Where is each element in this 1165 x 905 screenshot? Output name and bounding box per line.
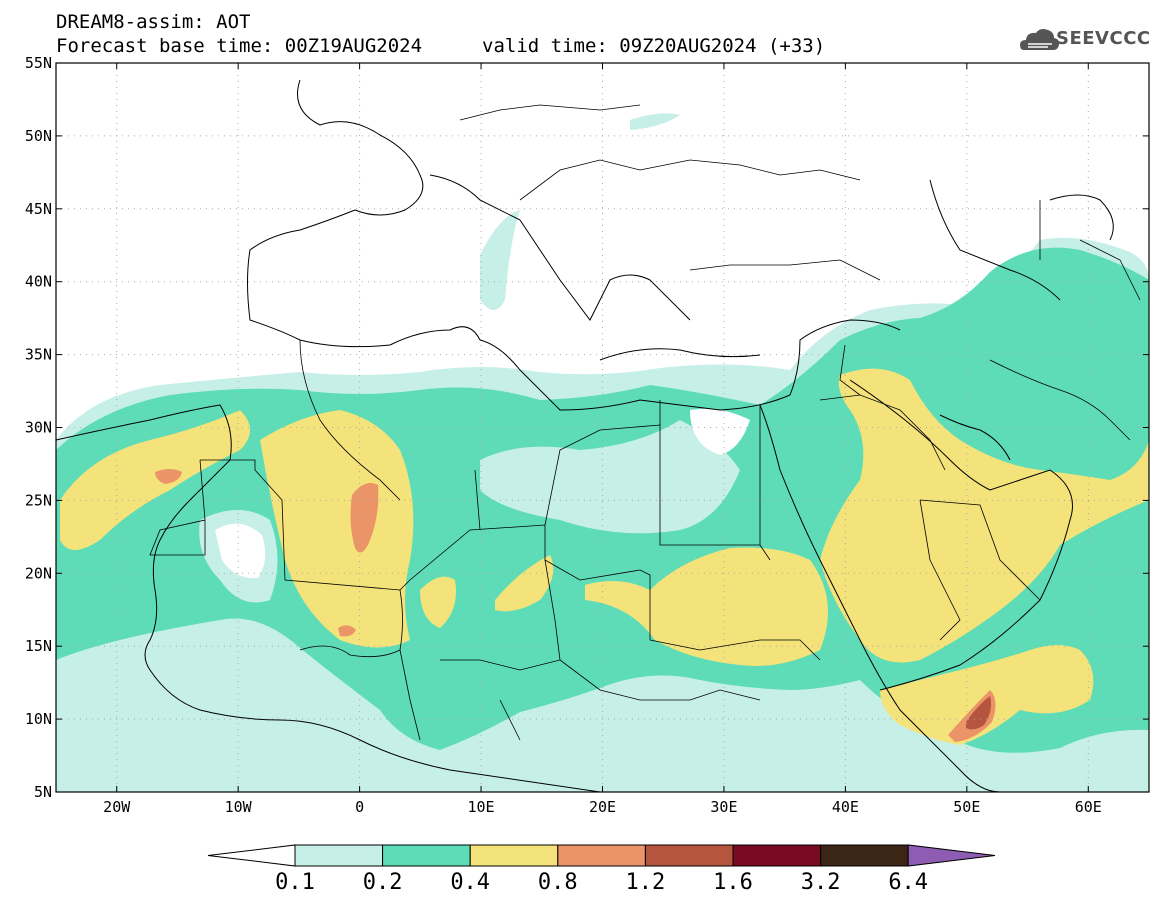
colorbar-segment [382, 844, 471, 867]
aot-clear-egypt [690, 408, 750, 455]
aot-band-12-somalia [966, 696, 992, 730]
lat-tick-label: 35N [25, 346, 52, 364]
colorbar-segment [294, 844, 384, 867]
colorbar-segment [820, 844, 909, 867]
lon-tick-label: 60E [1075, 798, 1102, 816]
valid-time: valid time: 09Z20AUG2024 (+33) [482, 35, 826, 57]
lat-tick-label: 45N [25, 200, 52, 218]
lat-tick-label: 40N [25, 273, 52, 291]
lat-tick-label: 55N [25, 54, 52, 72]
colorbar-label: 0.4 [450, 870, 491, 895]
aot-band-04-west [60, 410, 250, 550]
colorbar-label: 1.6 [713, 870, 753, 895]
lat-tick-label: 50N [25, 127, 52, 145]
aot-band-08-niger [338, 625, 356, 637]
aot-field [56, 113, 1149, 792]
colorbar [207, 844, 996, 867]
lon-tick-label: 50E [953, 798, 980, 816]
aot-band-04-chad [495, 555, 554, 612]
lon-tick-label: 0 [355, 798, 364, 816]
colorbar-segment [557, 844, 646, 867]
colorbar-label: 0.8 [537, 870, 578, 895]
lat-tick-label: 30N [25, 419, 52, 437]
aot-band-08-west [155, 469, 182, 484]
lon-tick-label: 20W [103, 798, 131, 816]
colorbar-segment [644, 844, 734, 867]
map-axes: 20W 10W 0 10E 20E 30E 40E 50E 60E 55N 50N 45N 40N 35N… [25, 54, 1149, 816]
lat-tick-label: 25N [25, 491, 52, 509]
colorbar-label: 0.1 [275, 870, 315, 895]
aot-clear-westsahara [215, 523, 266, 579]
colorbar-segment [469, 844, 559, 867]
colorbar-label: 0.2 [362, 870, 403, 895]
lon-tick-label: 30E [710, 798, 737, 816]
lon-tick-label: 20E [589, 798, 616, 816]
aot-band-04-sudan [585, 547, 828, 666]
map-title: DREAM8-assim: AOT [56, 11, 251, 33]
colorbar-label: 1.2 [625, 870, 666, 895]
lon-tick-label: 10E [468, 798, 495, 816]
colorbar-high-arrow [907, 844, 996, 867]
colorbar-low-arrow [207, 844, 296, 867]
aot-band-01-north [480, 210, 520, 310]
aot-band-04-niger [420, 576, 456, 628]
aot-band-01-libya [480, 420, 740, 534]
aot-band-04-arabia [820, 368, 1149, 663]
logo-text: SEEVCCC [1056, 28, 1151, 49]
lon-tick-label: 40E [832, 798, 859, 816]
cloud-logo-icon [1020, 29, 1060, 50]
aot-band-01-ne [630, 113, 680, 130]
colorbar-label: 6.4 [888, 870, 929, 895]
forecast-base-time: Forecast base time: 00Z19AUG2024 [56, 35, 423, 57]
colorbar-label: 3.2 [800, 870, 841, 895]
colorbar-segment [732, 844, 822, 867]
lat-tick-label: 10N [25, 710, 52, 728]
lat-tick-label: 20N [25, 564, 52, 582]
lat-tick-label: 5N [34, 783, 52, 801]
coastlines [56, 79, 1114, 792]
lon-tick-label: 10W [225, 798, 253, 816]
aot-band-08-mali [350, 482, 379, 553]
country-borders [149, 104, 1141, 741]
lat-tick-label: 15N [25, 637, 52, 655]
lat-lon-grid [56, 63, 1149, 792]
